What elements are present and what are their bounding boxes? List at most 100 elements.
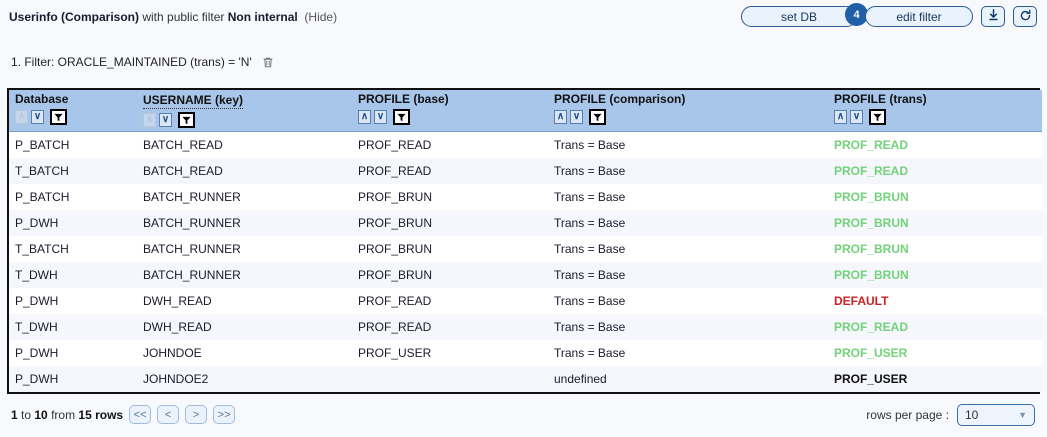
cell-profile-base: PROF_READ	[358, 164, 432, 178]
table-row[interactable]: T_DWH DWH_READ PROF_READ Trans = Base PROF_R…	[9, 314, 1042, 340]
column-label-profile-base: PROFILE (base)	[358, 92, 449, 106]
prev-page-button[interactable]: <	[157, 405, 180, 424]
hide-link[interactable]: (Hide)	[304, 10, 338, 24]
cell-database: P_DWH	[15, 346, 59, 360]
column-header-profile-base: PROFILE (base) ∧ ∨	[352, 90, 548, 132]
last-page-button[interactable]: >>	[213, 405, 236, 424]
next-page-button[interactable]: >	[185, 405, 208, 424]
rows-per-page: rows per page : 10 ▼	[866, 404, 1035, 426]
range-to: 10	[34, 407, 48, 422]
table-row[interactable]: P_DWH JOHNDOE PROF_USER Trans = Base PROF_US…	[9, 340, 1042, 366]
cell-database: P_DWH	[15, 294, 59, 308]
range-from: 1	[11, 407, 18, 422]
sort-desc-icon[interactable]: ∨	[374, 110, 387, 124]
first-page-button[interactable]: <<	[129, 405, 152, 424]
column-tools-username: ∧ ∨	[143, 112, 352, 128]
range-sep: to	[17, 407, 35, 422]
column-label-profile-comparison: PROFILE (comparison)	[554, 92, 686, 106]
download-icon	[987, 8, 1000, 25]
data-grid: Database ∧ ∨ USERNAME (key) ∧	[7, 88, 1042, 394]
table-body: P_BATCH BATCH_READ PROF_READ Trans = Base PR…	[9, 131, 1042, 392]
cell-profile-comparison: Trans = Base	[554, 294, 626, 308]
cell-profile-trans: PROF_BRUN	[834, 216, 909, 230]
top-bar: Userinfo (Comparison) with public filter…	[0, 0, 1047, 40]
cell-profile-comparison: Trans = Base	[554, 216, 626, 230]
sort-asc-icon[interactable]: ∧	[358, 110, 371, 124]
page-title-middle: with public filter	[139, 10, 228, 24]
pagination-summary: 1 to 10 from 15 rows	[11, 408, 123, 422]
cell-profile-comparison: Trans = Base	[554, 164, 626, 178]
cell-database: T_DWH	[15, 268, 58, 282]
rows-per-page-select[interactable]: 10 ▼	[957, 404, 1035, 426]
edit-filter-button[interactable]: edit filter	[865, 6, 973, 27]
cell-profile-comparison: undefined	[554, 372, 607, 386]
cell-profile-comparison: Trans = Base	[554, 138, 626, 152]
filter-icon[interactable]	[589, 109, 606, 125]
table-row[interactable]: P_BATCH BATCH_READ PROF_READ Trans = Base PR…	[9, 131, 1042, 158]
rows-per-page-label: rows per page :	[866, 408, 949, 422]
page-title: Userinfo (Comparison) with public filter…	[9, 10, 337, 24]
table-header: Database ∧ ∨ USERNAME (key) ∧	[9, 90, 1042, 132]
table-row[interactable]: P_DWH DWH_READ PROF_READ Trans = Base DEFAUL…	[9, 288, 1042, 314]
cell-database: P_BATCH	[15, 138, 70, 152]
sort-asc-icon[interactable]: ∧	[15, 110, 28, 124]
cell-profile-base: PROF_READ	[358, 320, 432, 334]
refresh-icon	[1019, 9, 1032, 25]
set-db-button[interactable]: set DB 4	[741, 3, 868, 27]
cell-username: BATCH_RUNNER	[143, 190, 241, 204]
cell-profile-comparison: Trans = Base	[554, 268, 626, 282]
cell-profile-trans: PROF_BRUN	[834, 242, 909, 256]
cell-profile-base: PROF_READ	[358, 294, 432, 308]
cell-username: DWH_READ	[143, 294, 212, 308]
column-label-profile-trans: PROFILE (trans)	[834, 92, 927, 106]
table-row[interactable]: T_BATCH BATCH_RUNNER PROF_BRUN Trans = Base…	[9, 236, 1042, 262]
filter-icon[interactable]	[869, 109, 886, 125]
column-header-profile-comparison: PROFILE (comparison) ∧ ∨	[548, 90, 828, 132]
column-tools-database: ∧ ∨	[15, 109, 137, 125]
table-row[interactable]: P_DWH BATCH_RUNNER PROF_BRUN Trans = Base PR…	[9, 210, 1042, 236]
sort-desc-icon[interactable]: ∨	[850, 110, 863, 124]
cell-database: P_DWH	[15, 372, 59, 386]
table-row[interactable]: T_DWH BATCH_RUNNER PROF_BRUN Trans = Base PR…	[9, 262, 1042, 288]
cell-profile-base: PROF_READ	[358, 138, 432, 152]
cell-database: P_BATCH	[15, 190, 70, 204]
sort-asc-icon[interactable]: ∧	[554, 110, 567, 124]
public-filter-name: Non internal	[227, 10, 298, 24]
table-row[interactable]: P_DWH JOHNDOE2 undefined PROF_USER	[9, 366, 1042, 392]
cell-profile-trans: DEFAULT	[834, 294, 889, 308]
column-header-username: USERNAME (key) ∧ ∨	[137, 90, 352, 132]
column-tools-profile-comparison: ∧ ∨	[554, 109, 828, 125]
cell-profile-comparison: Trans = Base	[554, 320, 626, 334]
sort-asc-icon[interactable]: ∧	[834, 110, 847, 124]
column-label-database: Database	[15, 92, 69, 106]
table-row[interactable]: T_BATCH BATCH_READ PROF_READ Trans = Base PR…	[9, 158, 1042, 184]
cell-profile-trans: PROF_USER	[834, 372, 908, 386]
cell-username: JOHNDOE	[143, 346, 202, 360]
sort-desc-icon[interactable]: ∨	[570, 110, 583, 124]
refresh-button[interactable]	[1013, 6, 1037, 27]
filter-icon[interactable]	[178, 112, 195, 128]
pagination: 1 to 10 from 15 rows << < > >>	[11, 405, 236, 424]
filter-icon[interactable]	[393, 109, 410, 125]
column-header-profile-trans: PROFILE (trans) ∧ ∨	[828, 90, 1042, 132]
download-button[interactable]	[981, 6, 1005, 27]
rows-per-page-value: 10	[965, 408, 979, 422]
table-row[interactable]: P_BATCH BATCH_RUNNER PROF_BRUN Trans = Base…	[9, 184, 1042, 210]
sort-desc-icon[interactable]: ∨	[31, 110, 44, 124]
cell-username: BATCH_RUNNER	[143, 242, 241, 256]
sort-asc-icon[interactable]: ∧	[143, 113, 156, 127]
column-tools-profile-base: ∧ ∨	[358, 109, 548, 125]
cell-username: BATCH_READ	[143, 138, 223, 152]
cell-database: P_DWH	[15, 216, 59, 230]
cell-database: T_BATCH	[15, 242, 69, 256]
filter-icon[interactable]	[50, 109, 67, 125]
cell-profile-base: PROF_BRUN	[358, 216, 433, 230]
trash-icon[interactable]	[262, 56, 274, 69]
cell-username: BATCH_RUNNER	[143, 216, 241, 230]
userinfo-table: Database ∧ ∨ USERNAME (key) ∧	[9, 90, 1042, 392]
active-filter-bar: 1. Filter: ORACLE_MAINTAINED (trans) = '…	[11, 55, 274, 69]
sort-desc-icon[interactable]: ∨	[159, 113, 172, 127]
set-db-badge: 4	[845, 3, 868, 26]
column-tools-profile-trans: ∧ ∨	[834, 109, 1042, 125]
